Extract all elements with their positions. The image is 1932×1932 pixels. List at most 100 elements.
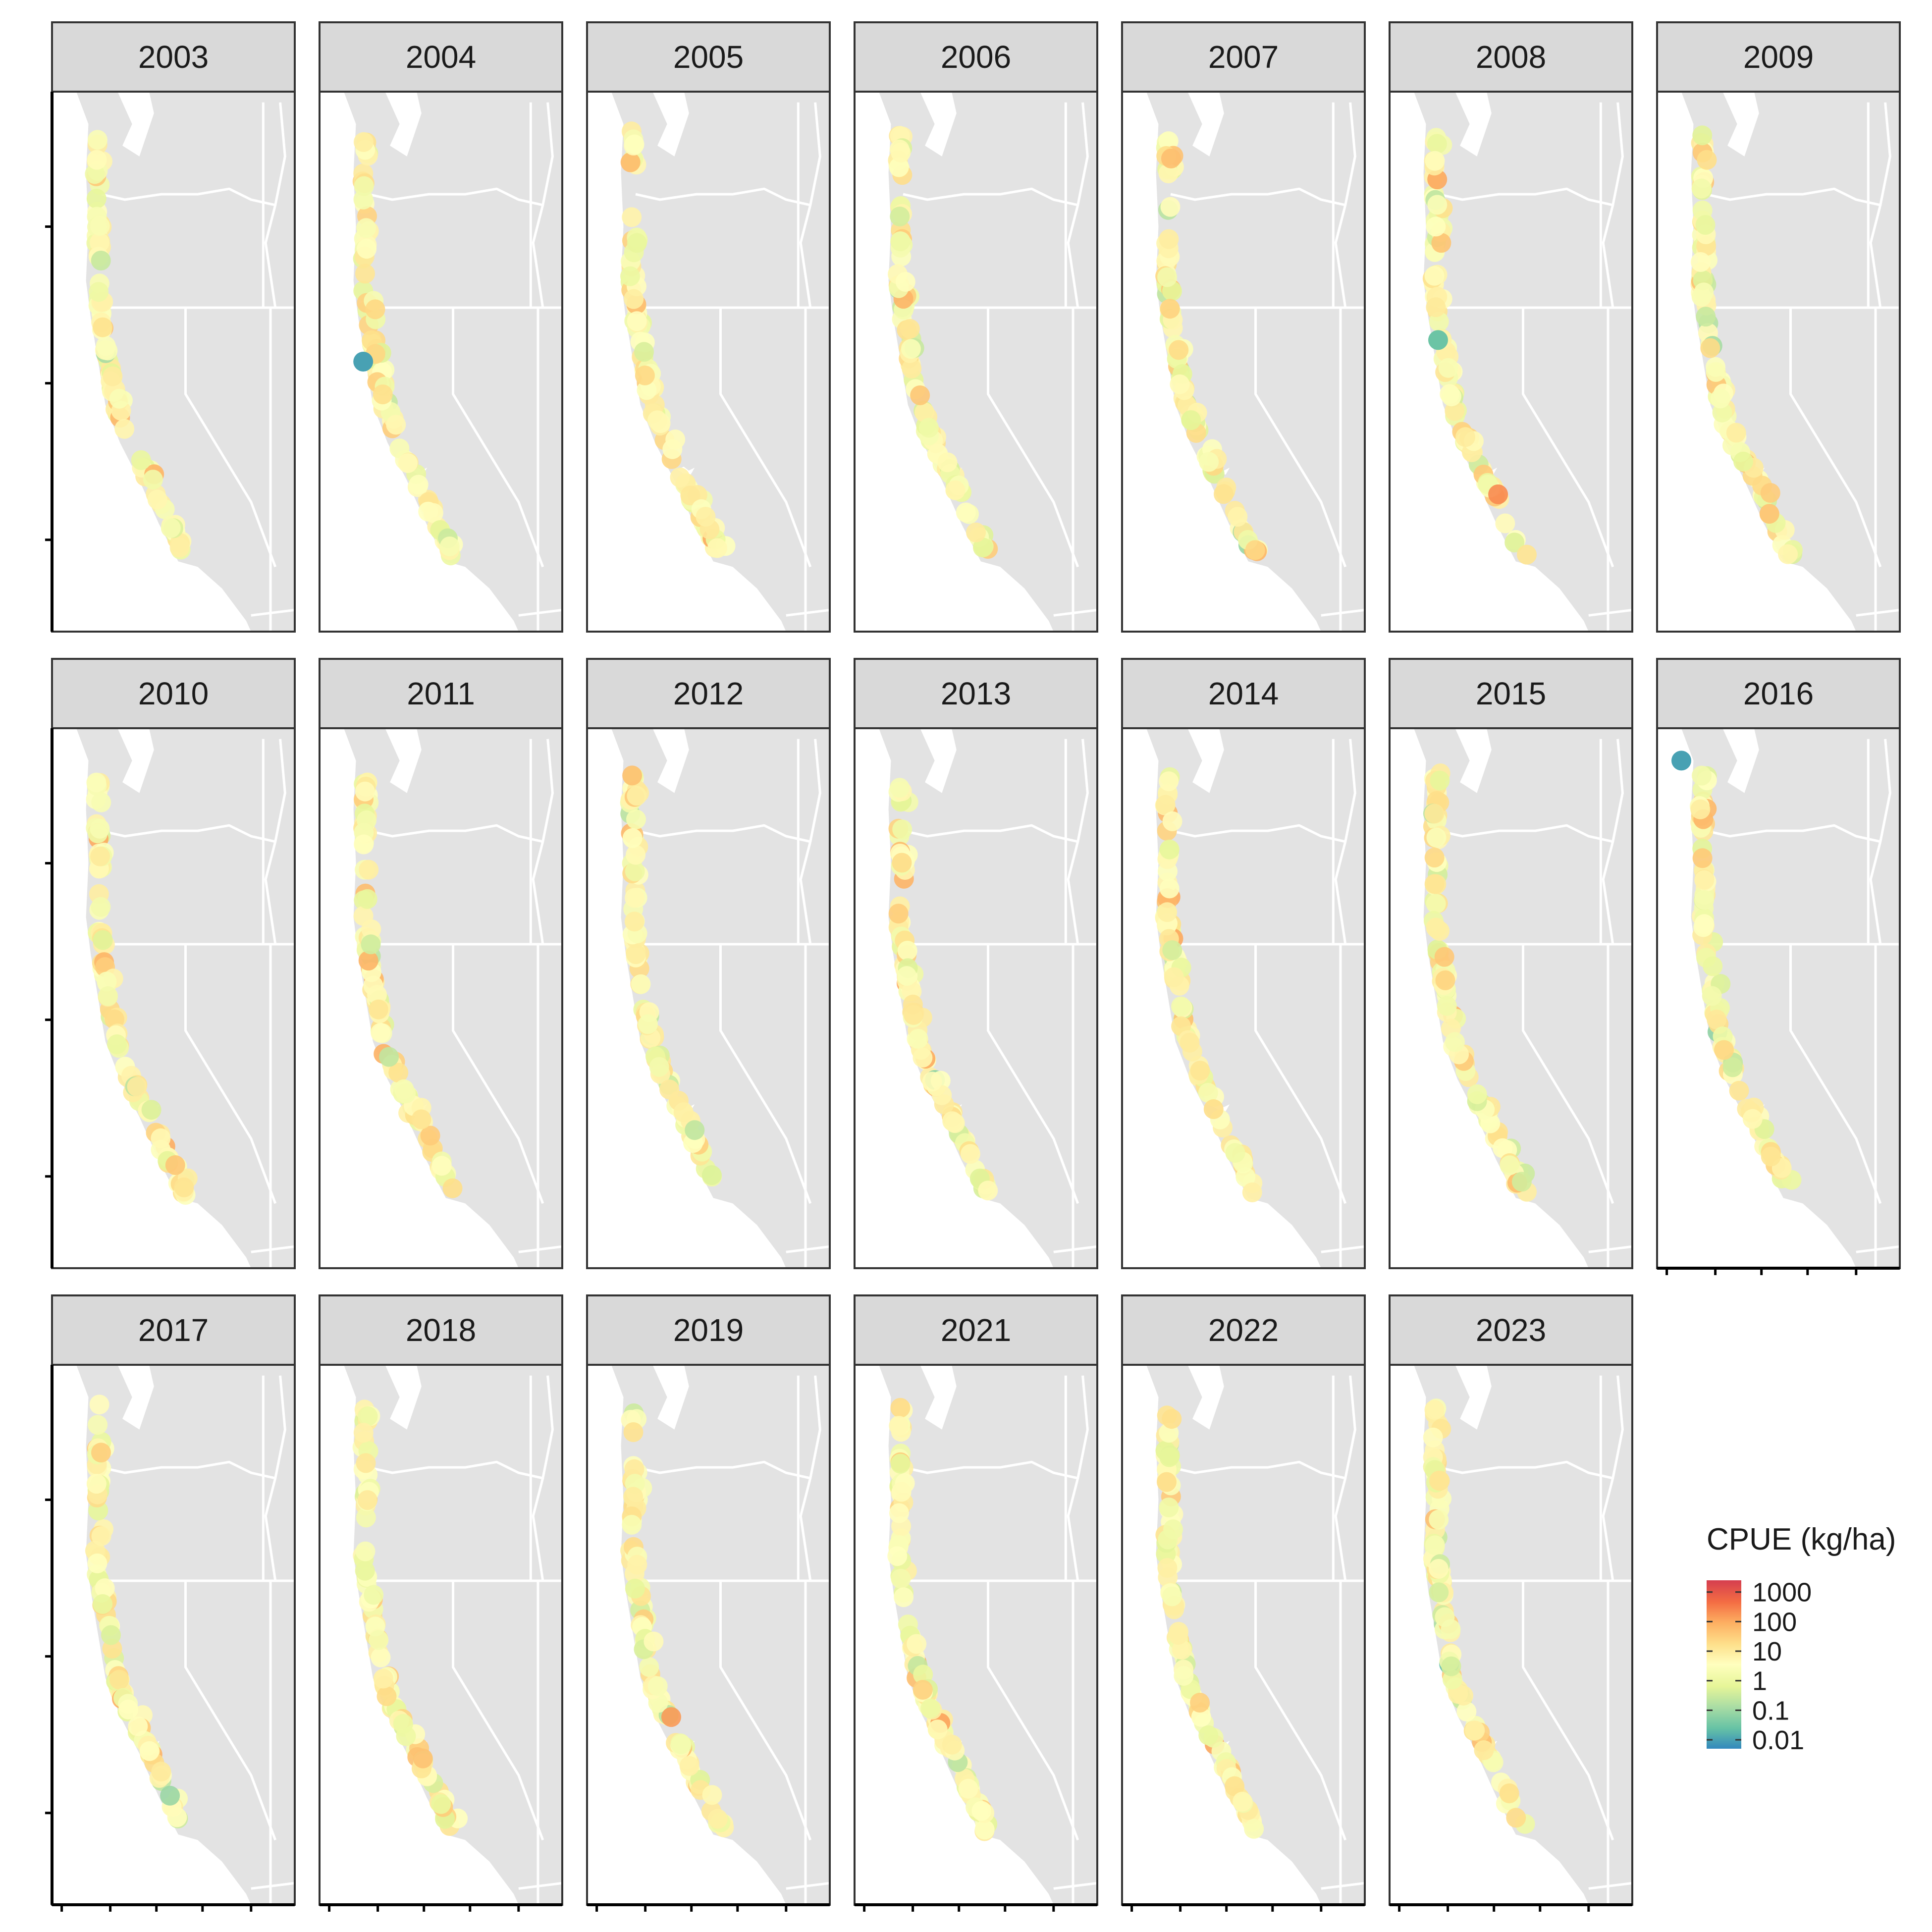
state-border: [903, 1460, 1078, 1480]
state-border: [1438, 187, 1613, 207]
state-border: [368, 824, 543, 843]
map-layer: [611, 92, 830, 632]
survey-point: [91, 251, 111, 270]
state-border: [1254, 944, 1347, 1204]
state-border: [1053, 1245, 1097, 1253]
panel-border: [319, 91, 563, 633]
survey-point: [361, 934, 381, 955]
y-axis: [45, 728, 54, 1268]
survey-point: [97, 971, 117, 992]
survey-point: [1465, 1720, 1485, 1741]
survey-point: [889, 1503, 909, 1523]
survey-point: [93, 1594, 113, 1614]
state-border: [1789, 944, 1882, 1204]
survey-points: [1155, 767, 1263, 1202]
survey-point: [359, 859, 379, 880]
inland-water: [1455, 92, 1492, 157]
survey-point: [1172, 1640, 1192, 1660]
survey-point: [1761, 1146, 1781, 1167]
survey-point: [1161, 149, 1181, 168]
survey-point: [910, 385, 930, 405]
inland-water: [1455, 1365, 1492, 1430]
survey-point: [1174, 1665, 1194, 1686]
survey-point: [1424, 266, 1445, 286]
map-layer: [344, 728, 562, 1268]
facet-strip-label: 2023: [1476, 1312, 1546, 1348]
survey-point: [127, 1076, 147, 1097]
facet-panel-2015: 2015: [1389, 658, 1633, 1269]
state-border: [1856, 608, 1900, 617]
facet-panel-2004: 2004: [319, 21, 563, 633]
survey-point: [890, 1397, 911, 1418]
survey-point: [626, 845, 646, 865]
x-axis: [1122, 1903, 1365, 1912]
facet-strip: [319, 658, 563, 729]
state-border: [1170, 187, 1346, 207]
survey-point: [958, 1778, 978, 1799]
survey-point: [101, 1625, 121, 1645]
survey-point: [622, 207, 642, 227]
state-border: [1321, 608, 1365, 617]
survey-point: [1434, 947, 1454, 967]
state-border: [518, 1245, 562, 1253]
survey-points: [85, 130, 192, 560]
survey-point: [894, 1587, 914, 1608]
facet-strip-label: 2007: [1208, 39, 1279, 75]
survey-point: [1726, 423, 1746, 443]
survey-point: [1235, 1167, 1256, 1187]
facet-panel-2022: 2022: [1121, 1294, 1366, 1912]
facet-panel-2019: 2019: [586, 1294, 831, 1912]
survey-point: [1429, 1582, 1449, 1603]
state-border: [1254, 308, 1347, 568]
survey-point: [1427, 134, 1447, 154]
survey-point: [1690, 799, 1711, 819]
survey-point: [890, 778, 910, 798]
facet-panel-2013: 2013: [854, 658, 1098, 1269]
survey-point: [114, 419, 135, 439]
survey-point: [1242, 1182, 1262, 1202]
inland-water: [117, 728, 154, 793]
survey-point: [622, 765, 643, 786]
survey-point: [1700, 338, 1720, 358]
survey-point: [356, 1453, 376, 1473]
survey-point: [1157, 902, 1178, 922]
survey-point: [1692, 765, 1712, 786]
survey-point: [118, 1699, 139, 1719]
survey-point: [637, 380, 657, 400]
survey-point: [942, 1734, 962, 1755]
map-layer: [1146, 728, 1365, 1268]
state-border: [1869, 739, 1891, 945]
state-border: [184, 308, 277, 568]
survey-point: [89, 282, 109, 302]
survey-points: [1671, 751, 1802, 1190]
facet-strip-label: 2018: [406, 1312, 476, 1348]
survey-point: [702, 1785, 722, 1805]
state-border: [1254, 1581, 1347, 1841]
survey-point: [659, 1079, 680, 1100]
map-layer: [76, 728, 295, 1268]
survey-point: [151, 1762, 171, 1782]
state-border: [786, 1245, 830, 1253]
facet-panel-2016: 2016: [1656, 658, 1901, 1275]
panel-border: [854, 727, 1098, 1269]
facet-strip-label: 2009: [1743, 39, 1814, 75]
survey-point: [707, 538, 727, 558]
survey-point: [639, 1657, 659, 1677]
legend-label: 0.1: [1752, 1696, 1789, 1725]
inland-water: [920, 728, 957, 793]
survey-point: [1163, 1519, 1183, 1540]
survey-point: [919, 418, 939, 438]
facet-strip-label: 2017: [138, 1312, 209, 1348]
survey-point: [87, 150, 107, 170]
survey-point: [357, 810, 376, 830]
survey-point: [889, 157, 909, 177]
survey-point: [96, 336, 116, 356]
survey-point: [1426, 894, 1446, 914]
facet-strip: [1389, 21, 1633, 93]
survey-point: [1722, 1057, 1743, 1077]
survey-point: [1159, 878, 1180, 899]
survey-point: [922, 1072, 942, 1092]
survey-point: [358, 951, 378, 971]
survey-points: [1155, 131, 1268, 561]
